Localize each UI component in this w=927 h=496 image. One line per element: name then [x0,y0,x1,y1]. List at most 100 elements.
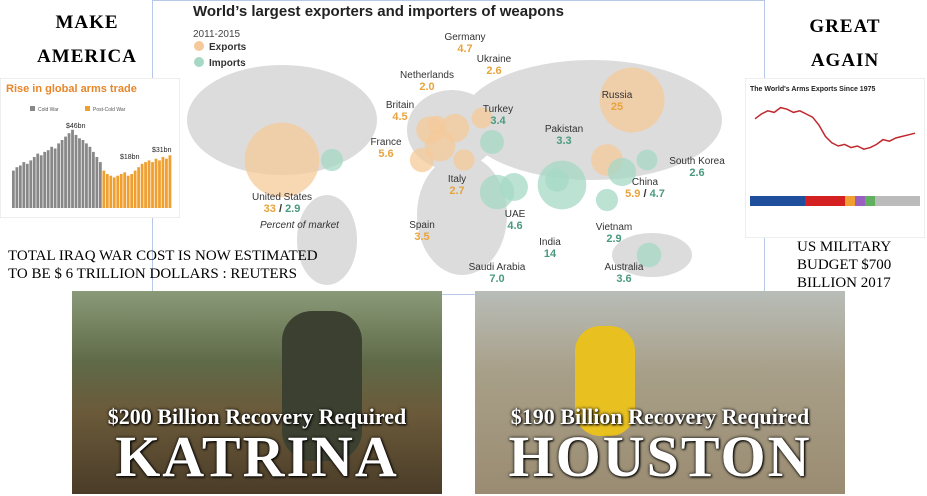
trade-bar [88,146,92,208]
trade-bar [50,146,54,208]
exports-value: 5.9 [625,188,640,200]
arms-trade-inset: Rise in global arms trade Cold War Post-… [0,78,180,218]
photo-title: HOUSTON [508,424,812,489]
trade-bar [95,157,99,208]
arms-exports-inset: The World's Arms Exports Since 1975 [745,78,925,238]
separator: / [640,188,649,200]
trade-bar [74,134,78,208]
trade-bar [18,165,22,208]
trade-bar [130,174,134,208]
trade-bar [168,155,172,208]
katrina-photo: $200 Billion Recovery Required KATRINA [72,291,442,494]
imports-value: 7.0 [489,273,504,285]
imports-bubble [320,148,344,172]
inset-frame [745,78,925,238]
imports-value: 2.9 [606,233,621,245]
imports-value: 2.9 [285,203,300,215]
trade-bar [12,170,15,208]
legend-label: Post-Cold War [93,107,126,113]
heading-line: AMERICA [37,46,137,67]
note-line: TO BE $ 6 TRILLION DOLLARS : REUTERS [8,266,298,282]
exports-bubble [244,122,320,198]
country-values: 4.5 [392,111,407,123]
trade-bar [78,138,81,208]
figure [575,326,635,436]
trade-bar [158,160,161,208]
trade-bar [67,133,71,208]
trade-bar [133,170,137,208]
imports-value: 3.6 [616,273,631,285]
trade-bar [60,140,64,208]
map-note: Percent of market [260,220,340,231]
left-heading: MAKE AMERICA [22,6,152,74]
country-name: Spain [409,220,435,231]
share-strip [750,196,920,206]
country-values: 5.9 / 4.7 [625,188,665,200]
heading-line: AGAIN [810,50,880,71]
trade-bar [25,163,29,208]
inset-title: The World's Arms Exports Since 1975 [750,86,875,93]
trade-bar [92,151,95,208]
figure [282,311,362,461]
photo-caption: $190 Billion Recovery Required [510,404,810,429]
country-name: Australia [605,262,644,273]
trade-bar [32,157,36,208]
trade-bar [151,162,154,208]
trade-bar [85,143,88,208]
country-name: China [632,177,659,188]
country-name: United States [252,192,312,203]
trade-bar [15,167,19,208]
country-values: 2.6 [486,65,501,77]
country-name: Netherlands [400,70,454,81]
iraq-note: TOTAL IRAQ WAR COST IS NOW ESTIMATED TO … [8,247,318,283]
trade-bar [39,155,43,208]
exports-value: 4.7 [457,43,472,55]
note-line: BUDGET $700 [797,257,892,273]
imports-bubble [479,174,515,210]
exports-value: 4.5 [392,111,407,123]
photo-caption: $200 Billion Recovery Required [107,404,407,429]
trade-bar [126,175,130,208]
exports-value: 5.6 [378,148,393,160]
country-values: 2.0 [419,81,434,93]
country-values: 25 [611,101,623,113]
imports-value: 4.6 [507,220,522,232]
country-name: South Korea [669,156,725,167]
imports-bubble [636,149,658,171]
country-values: 3.5 [414,231,429,243]
note-line: US MILITARY [797,239,892,255]
separator: / [276,203,285,215]
country-name: France [370,137,402,148]
imports-bubble [480,130,504,154]
legend-swatch [85,106,90,111]
trade-bar [140,163,144,208]
imports-value: 4.7 [650,188,665,200]
country-values: 14 [544,248,557,260]
imports-bubble [537,160,587,210]
country-values: 5.6 [378,148,393,160]
country-values: 3.6 [616,273,631,285]
map-title: World’s largest exporters and importers … [193,3,564,20]
trade-bar [123,172,127,208]
legend-swatch [30,106,35,111]
trade-bar [102,170,106,208]
country-name: Vietnam [596,222,633,233]
country-values: 3.4 [490,115,506,127]
country-name: Russia [602,90,633,101]
trade-bar [112,177,116,208]
country-values: 4.6 [507,220,522,232]
trade-bar [98,162,102,208]
trade-bar [57,143,60,208]
heading-line: MAKE [55,12,119,33]
imports-value: 2.6 [689,167,704,179]
trade-bar [46,150,50,208]
right-heading: GREAT AGAIN [780,10,910,78]
country-values: 2.7 [449,185,464,197]
country-name: Pakistan [545,124,583,135]
imports-bubble [595,188,619,212]
exports-value: 2.0 [419,81,434,93]
note-line: BILLION 2017 [797,275,891,291]
legend-swatch [194,41,204,51]
country-name: India [539,237,561,248]
country-values: 2.9 [606,233,621,245]
